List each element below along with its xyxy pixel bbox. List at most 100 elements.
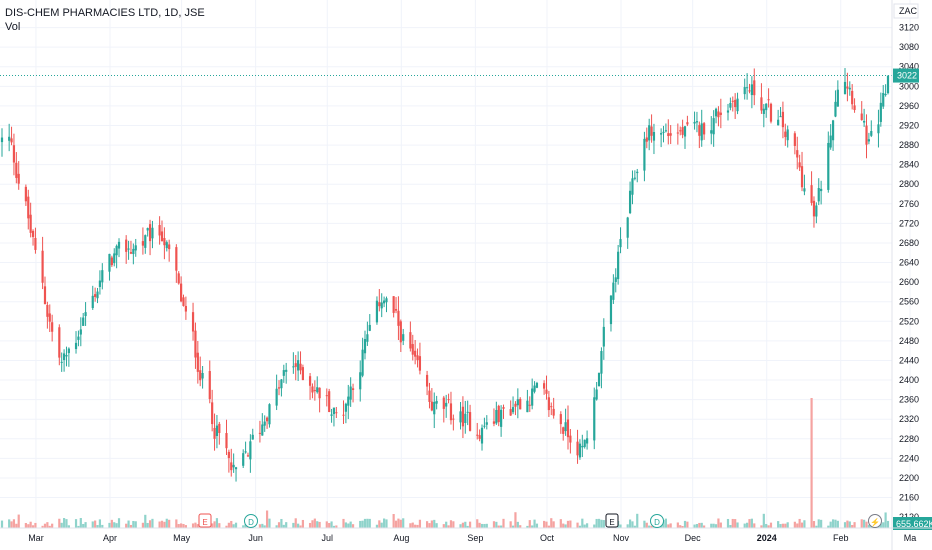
candle-body — [643, 138, 646, 171]
event-label: ⚡ — [870, 517, 880, 527]
candle-body — [714, 108, 718, 117]
candle-body — [77, 336, 80, 340]
chart-legend: DIS-CHEM PHARMACIES LTD, 1D, JSE Vol — [5, 6, 205, 34]
volume-bar — [583, 524, 586, 528]
volume-bar — [698, 522, 701, 528]
candle-body — [141, 241, 145, 246]
currency-label[interactable]: ZAC — [899, 6, 918, 16]
candle-body — [648, 125, 651, 141]
volume-bar — [578, 525, 582, 528]
candle-body — [748, 90, 751, 92]
candle-body — [753, 80, 756, 96]
volume-bar — [509, 521, 512, 528]
candle-body — [617, 251, 620, 280]
candle-body — [182, 297, 185, 306]
volume-bar — [24, 522, 27, 528]
candle-body — [796, 150, 799, 158]
candle-body — [502, 407, 505, 409]
volume-bar — [342, 518, 345, 528]
candle-body — [151, 227, 154, 239]
volume-bar — [712, 523, 715, 528]
volume-bar — [125, 523, 128, 528]
candle-body — [261, 424, 264, 436]
volume-bar — [834, 519, 837, 528]
volume-bar — [703, 525, 706, 528]
candle-body — [27, 196, 30, 219]
volume-bar — [144, 514, 147, 528]
volume-indicator-label[interactable]: Vol — [5, 21, 21, 33]
volume-bars — [0, 398, 890, 528]
volume-bar — [113, 522, 116, 528]
candle-body — [363, 339, 367, 354]
dividend-marker[interactable] — [650, 514, 664, 528]
earnings-marker[interactable] — [605, 513, 619, 528]
candle-body — [609, 295, 613, 325]
candle-body — [246, 455, 250, 457]
volume-bar — [760, 525, 763, 528]
candle-body — [62, 353, 66, 361]
symbol-title[interactable]: DIS-CHEM PHARMACIES LTD, 1D, JSE — [5, 7, 205, 19]
candle-body — [299, 363, 302, 371]
volume-bar — [667, 524, 670, 528]
split-marker[interactable] — [868, 514, 882, 528]
volume-bar — [519, 525, 522, 528]
candle-body — [478, 435, 481, 439]
candle-body — [719, 112, 722, 115]
event-label: E — [609, 518, 614, 527]
volume-bar — [349, 521, 352, 528]
y-tick-label: 2640 — [899, 258, 919, 268]
x-tick-label: Ma — [904, 533, 917, 543]
volume-bar — [781, 523, 785, 528]
candle-body — [820, 188, 823, 192]
volume-bar — [483, 523, 486, 528]
dividend-marker[interactable] — [244, 514, 258, 528]
candle-body — [244, 451, 247, 453]
candle-body — [433, 401, 436, 415]
volume-bar — [619, 524, 622, 528]
currency-box[interactable] — [893, 3, 919, 19]
candle-body — [10, 138, 13, 143]
y-tick-label: 2840 — [899, 160, 919, 170]
volume-bar — [569, 520, 572, 528]
candle-body — [168, 244, 171, 250]
candle-body — [144, 235, 147, 248]
candle-body — [94, 294, 97, 298]
candle-body — [884, 94, 887, 96]
y-tick-label: 2960 — [899, 101, 919, 111]
candle-body — [564, 422, 567, 432]
volume-bar — [717, 518, 720, 528]
candle-body — [877, 124, 880, 134]
volume-bar — [146, 522, 149, 528]
volume-bar — [265, 510, 269, 528]
candle-body — [745, 87, 749, 89]
volume-bar — [316, 521, 319, 528]
candle-body — [280, 379, 283, 389]
candle-body — [101, 270, 104, 283]
candle-body — [531, 388, 534, 406]
volume-bar — [225, 525, 228, 528]
volume-bar — [767, 525, 770, 528]
y-tick-label: 2680 — [899, 238, 919, 248]
candle-body — [115, 245, 118, 256]
volume-bar — [466, 525, 469, 528]
volume-bar — [863, 519, 866, 528]
volume-bar — [585, 523, 589, 528]
candle-body — [511, 407, 515, 413]
candle-body — [765, 103, 768, 111]
candle-body — [213, 427, 216, 439]
candle-body — [29, 214, 32, 233]
volume-bar — [662, 519, 665, 528]
volume-bar — [829, 521, 832, 528]
candle-body — [411, 344, 414, 355]
candle-body — [175, 247, 178, 271]
y-tick-label: 2720 — [899, 218, 919, 228]
volume-bar — [495, 521, 498, 528]
volume-bar — [385, 519, 388, 528]
candle-body — [227, 451, 230, 459]
x-tick-label: Feb — [833, 533, 849, 543]
volume-bar — [8, 519, 11, 528]
earnings-marker[interactable] — [198, 513, 212, 528]
volume-bar — [43, 523, 47, 528]
volume-bar — [148, 520, 152, 528]
